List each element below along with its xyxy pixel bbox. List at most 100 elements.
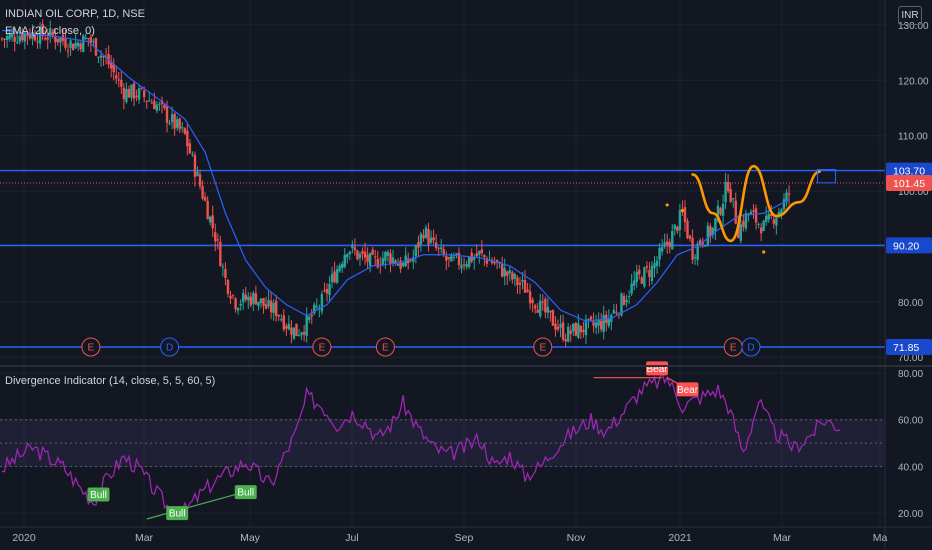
candle-body [698,240,702,245]
divergence-signals[interactable]: Bull Bull Bull Bear Bear [87,361,699,521]
candle-body [290,327,293,335]
pattern-dot [680,208,685,213]
bull-signal-tag[interactable] [234,485,257,500]
candle-body [363,251,367,258]
pattern-curve[interactable] [691,164,821,243]
bear-signal-tag[interactable] [646,361,669,376]
candle-body [434,242,438,249]
symbol-legend[interactable]: INDIAN OIL CORP, 1D, NSE [5,8,145,20]
bull-signal-tag[interactable] [87,487,110,502]
time-tick-label: Mar [773,532,792,544]
time-tick-label: 2021 [668,532,692,544]
oscillator-tick-label: 20.00 [898,509,923,520]
candle-body [394,260,397,264]
candle-body [36,41,39,43]
candle-body [269,300,273,313]
candle-body [56,38,60,43]
candle-body [325,288,329,294]
candle-body [592,321,595,326]
candle-body [711,227,715,236]
candle-body [749,211,753,214]
candle-body [335,269,339,283]
candle-body [381,258,385,266]
pattern-dot [762,250,766,254]
candle-body [102,56,105,58]
candle-body [462,264,466,266]
candle-body [564,338,567,342]
candle-body [782,199,786,210]
candle-body [249,296,253,306]
candle-body [645,266,649,268]
candle-body [772,219,776,224]
level-price-tag [886,237,932,254]
candle-body [356,250,359,260]
bull-signal-tag[interactable] [166,506,189,521]
currency-button[interactable]: INR [898,6,922,25]
candle-body [556,326,560,330]
dividend-marker[interactable] [741,337,761,357]
candle-body [688,235,692,239]
candle-body [234,298,237,310]
candle-body [770,213,773,217]
candle-body [252,292,255,304]
signal-label: Bull [90,490,107,501]
ema-series [1,29,790,322]
candle-body [676,226,679,232]
candle-body [0,38,4,40]
pattern-drawing[interactable] [665,164,837,254]
candle-body [206,200,209,220]
candle-body [696,243,699,260]
candle-body [64,38,67,48]
earnings-marker[interactable] [533,337,553,357]
candle-body [5,36,9,40]
candle-body [493,261,496,264]
candle-body [308,316,311,320]
candle-body [551,310,555,326]
candle-body [582,329,585,333]
candle-body [79,43,82,50]
candle-body [82,35,85,53]
oscillator-legend[interactable]: Divergence Indicator (14, close, 5, 5, 6… [5,375,216,387]
candle-body [569,330,572,334]
earnings-marker[interactable] [312,337,332,357]
candle-body [262,298,265,306]
candle-body [170,114,174,123]
time-tick-label: May [240,532,261,544]
candle-body [719,208,722,215]
candle-body [607,318,610,326]
candle-body [109,62,113,69]
candle-body [135,95,138,98]
candle-body [49,28,52,37]
candle-body [467,256,471,267]
candle-body [341,263,344,269]
candle-body [424,227,428,238]
candle-body [26,34,29,36]
candle-body [313,304,316,314]
candle-body [627,296,631,298]
earnings-marker[interactable] [81,337,101,357]
candle-body [211,215,214,229]
candle-body [455,253,458,256]
candle-body [137,88,141,100]
candle-body [678,210,682,230]
candle-body [533,305,537,309]
candle-body [785,192,788,203]
candle-body [148,100,151,102]
bear-signal-tag[interactable] [676,382,699,397]
pattern-range-box[interactable] [817,168,837,184]
ema-legend[interactable]: EMA (20, close, 0) [5,25,95,37]
candle-body [366,254,369,263]
horizontal-levels[interactable] [0,169,885,348]
candle-body [8,34,11,40]
signal-label: Bull [237,488,254,499]
event-marker-label: E [539,343,546,354]
candle-body [239,303,242,306]
earnings-marker[interactable] [375,337,395,357]
candle-body [612,309,616,314]
dividend-marker[interactable] [160,337,180,357]
candle-body [229,295,232,299]
candle-body [447,257,451,259]
